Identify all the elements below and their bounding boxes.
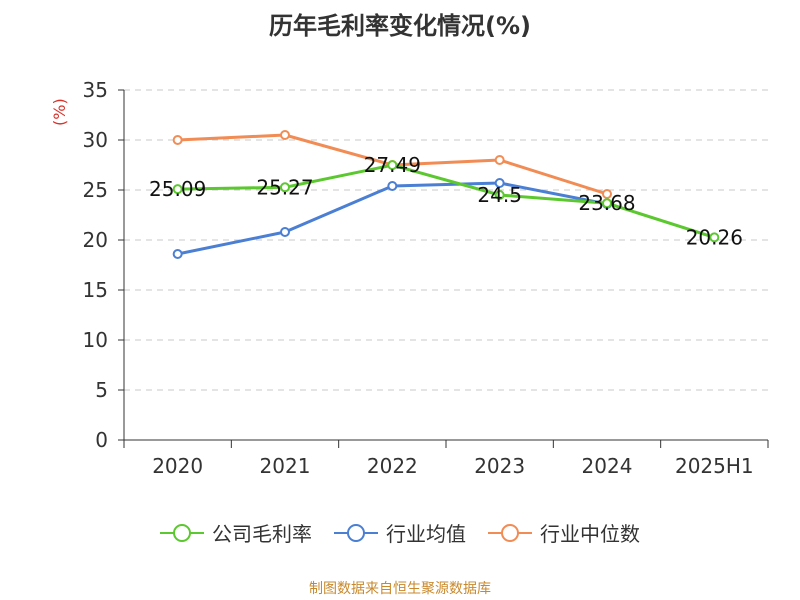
data-label: 25.27: [256, 175, 313, 199]
data-point: [494, 155, 505, 165]
legend: 公司毛利率 行业均值 行业中位数: [0, 518, 800, 547]
data-point: [172, 249, 183, 259]
x-tick-label: 2021: [260, 454, 311, 478]
data-point: [494, 190, 505, 200]
x-tick-label: 2024: [582, 454, 633, 478]
legend-item-company[interactable]: 公司毛利率: [160, 518, 312, 547]
y-tick-label: 20: [83, 228, 108, 252]
legend-item-industry-mean[interactable]: 行业均值: [334, 518, 466, 547]
data-point: [709, 232, 720, 243]
legend-line-marker-icon: [334, 523, 378, 542]
data-point: [280, 227, 290, 237]
series-line: [177, 163, 715, 239]
x-tick-label: 2023: [474, 454, 525, 478]
y-tick-label: 10: [83, 328, 108, 352]
y-tick-label: 35: [83, 78, 108, 102]
y-tick-label: 25: [83, 178, 108, 202]
data-label: 20.26: [686, 225, 743, 249]
x-tick-label: 2020: [152, 454, 203, 478]
chart-title: 历年毛利率变化情况(%): [269, 12, 531, 40]
x-tick-label: 2025H1: [675, 454, 754, 478]
y-tick-label: 5: [95, 378, 108, 402]
data-label: 25.09: [149, 177, 206, 201]
data-point: [387, 160, 398, 171]
data-point: [387, 181, 398, 191]
source-footnote: 制图数据来自恒生聚源数据库: [309, 581, 491, 597]
data-point: [172, 135, 183, 145]
x-tick-label: 2022: [367, 454, 418, 478]
legend-label-industry-median: 行业中位数: [540, 522, 640, 546]
legend-item-industry-median[interactable]: 行业中位数: [488, 518, 640, 547]
data-point: [280, 182, 290, 193]
series-line: [177, 181, 608, 256]
legend-line-marker-icon: [160, 523, 204, 542]
y-tick-label: 15: [83, 278, 108, 302]
y-tick-label: 30: [83, 128, 108, 152]
data-label: 24.5: [477, 183, 522, 207]
data-point: [172, 184, 183, 195]
data-point: [494, 178, 505, 188]
y-tick-label: 0: [95, 428, 108, 452]
data-label: 27.49: [364, 153, 421, 177]
data-point: [602, 198, 612, 209]
data-point: [280, 130, 290, 140]
legend-line-marker-icon: [488, 523, 532, 542]
legend-label-industry-mean: 行业均值: [386, 522, 466, 546]
legend-label-company: 公司毛利率: [212, 522, 312, 546]
data-point: [602, 189, 612, 199]
data-label: 23.68: [578, 191, 635, 215]
